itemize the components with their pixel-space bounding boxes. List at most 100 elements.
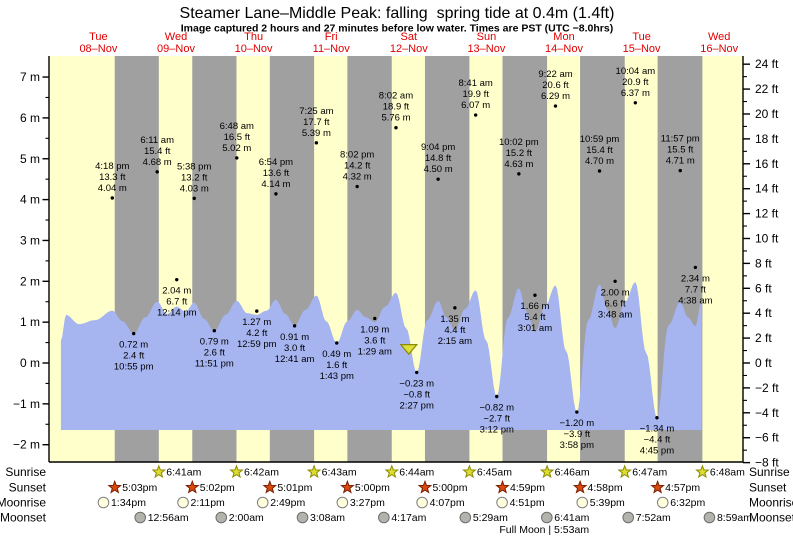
tide-event-label: 19.9 ft — [462, 89, 489, 100]
tide-event-dot — [575, 410, 579, 414]
tide-event-label: 13.2 ft — [181, 172, 208, 183]
sunrise-time: 6:43am — [322, 467, 357, 479]
left-tick-label: 5 m — [20, 152, 40, 166]
tide-event-label: 4.2 ft — [246, 328, 267, 339]
day-date: 16–Nov — [700, 43, 738, 55]
tide-event-label: 4:38 am — [678, 295, 712, 306]
tide-event-label: 3:01 am — [518, 323, 552, 334]
day-date: 12–Nov — [390, 43, 428, 55]
tide-event-label: 3:58 pm — [560, 440, 594, 451]
current-tide-triangle-icon — [399, 344, 419, 356]
tide-event-dot — [335, 341, 339, 345]
tide-event-label: 2.00 m — [601, 287, 630, 298]
tide-event-label: 6.7 ft — [166, 297, 187, 308]
sunset-star-icon — [572, 479, 588, 494]
tide-event-dot — [633, 101, 638, 105]
tide-event-label: 9:22 am — [538, 69, 572, 80]
day-name: Fri — [325, 31, 338, 43]
tide-event-label: 0.91 m — [280, 332, 309, 343]
tide-event-label: −1.20 m — [560, 418, 595, 429]
sunrise-star-icon — [617, 464, 632, 479]
day-date: 14–Nov — [545, 43, 583, 55]
sunrise-time: 6:45am — [477, 467, 512, 479]
tide-event-label: 16.5 ft — [224, 132, 251, 143]
sunset-time: 4:58pm — [588, 482, 623, 494]
sunset-time: 4:59pm — [510, 482, 545, 494]
sunrise-star-icon — [306, 464, 322, 479]
tide-event-label: 1:29 am — [358, 346, 392, 357]
tide-event-label: 20.9 ft — [622, 77, 649, 88]
moonrise-moon-icon — [336, 496, 349, 509]
moonset-time: 4:17am — [391, 512, 426, 524]
current-tide-marker — [399, 344, 419, 356]
tide-event-label: 8:02 pm — [340, 150, 374, 161]
moonset-moon-icon — [134, 511, 147, 524]
tide-event-low: 1.35 m4.4 ft2:15 am — [438, 306, 472, 347]
tide-event-label: 10:59 pm — [580, 134, 620, 145]
right-tick-label: 2 ft — [755, 331, 772, 345]
tide-event-label: 6.29 m — [541, 91, 570, 102]
tide-event-low: −0.23 m−0.8 ft2:27 pm — [399, 370, 434, 411]
tide-event-label: 0.72 m — [119, 340, 148, 351]
tide-event-dot — [533, 293, 537, 297]
moonset-moon-icon — [541, 511, 553, 524]
moonset-time: 2:00am — [229, 512, 264, 524]
moonrise-moon-icon — [97, 496, 110, 509]
sunrise-time: 6:47am — [632, 467, 667, 479]
sunrise-row-label: Sunrise — [5, 465, 46, 479]
tide-event-label: 6.07 m — [461, 100, 490, 111]
tide-event-label: 7:25 am — [299, 106, 333, 117]
right-tick-label: −2 ft — [755, 381, 779, 395]
tide-event-label: 0.79 m — [200, 337, 229, 348]
tide-event-label: −0.23 m — [399, 378, 434, 389]
tide-event-label: 10:55 pm — [114, 362, 154, 373]
sunrise-star-icon — [384, 464, 400, 479]
moonrise-time: 5:39pm — [590, 497, 625, 509]
sunset-time: 4:57pm — [665, 482, 700, 494]
tide-event-dot — [314, 141, 319, 145]
moonrise-time: 4:07pm — [430, 497, 465, 509]
moonrise-time: 6:32pm — [670, 497, 705, 509]
tide-event-label: 20.6 ft — [542, 80, 569, 91]
right-tick-label: 24 ft — [755, 57, 779, 71]
right-tick-label: 12 ft — [755, 207, 779, 221]
left-tick-label: 0 m — [20, 356, 40, 370]
day-name: Mon — [553, 31, 574, 43]
tide-event-label: −1.34 m — [640, 424, 675, 435]
moonset-moon-icon — [459, 511, 472, 524]
tide-event-dot — [678, 168, 682, 173]
tide-event-dot — [613, 279, 617, 283]
tide-event-label: 6:48 am — [220, 121, 254, 132]
moonrise-time: 1:34pm — [111, 497, 146, 509]
tide-event-label: 15.5 ft — [667, 145, 694, 156]
moonrise-time: 4:51pm — [510, 497, 545, 509]
tide-event-label: 4.4 ft — [444, 325, 465, 336]
tide-event-label: 12:41 am — [275, 354, 315, 365]
sunset-star-icon — [340, 479, 355, 494]
moonset-row-label: Moonset — [749, 511, 793, 525]
tide-event-dot — [495, 394, 499, 399]
sunset-star-icon — [650, 479, 665, 494]
left-tick-label: 4 m — [20, 193, 40, 207]
tide-event-dot — [255, 309, 259, 313]
tide-event-label: 13.6 ft — [263, 168, 290, 179]
astro-rows: Sunrise Sunrise 6:41am 6:42am 6:43am 6:44am 6:… — [0, 464, 793, 536]
tide-event-label: 17.7 ft — [303, 117, 330, 128]
moonset-time: 7:52am — [636, 512, 671, 524]
tide-event-dot — [131, 331, 136, 336]
moonrise-time: 2:11pm — [191, 497, 225, 509]
tide-event-label: 1.09 m — [360, 324, 389, 335]
sunset-time: 5:03pm — [122, 482, 157, 494]
